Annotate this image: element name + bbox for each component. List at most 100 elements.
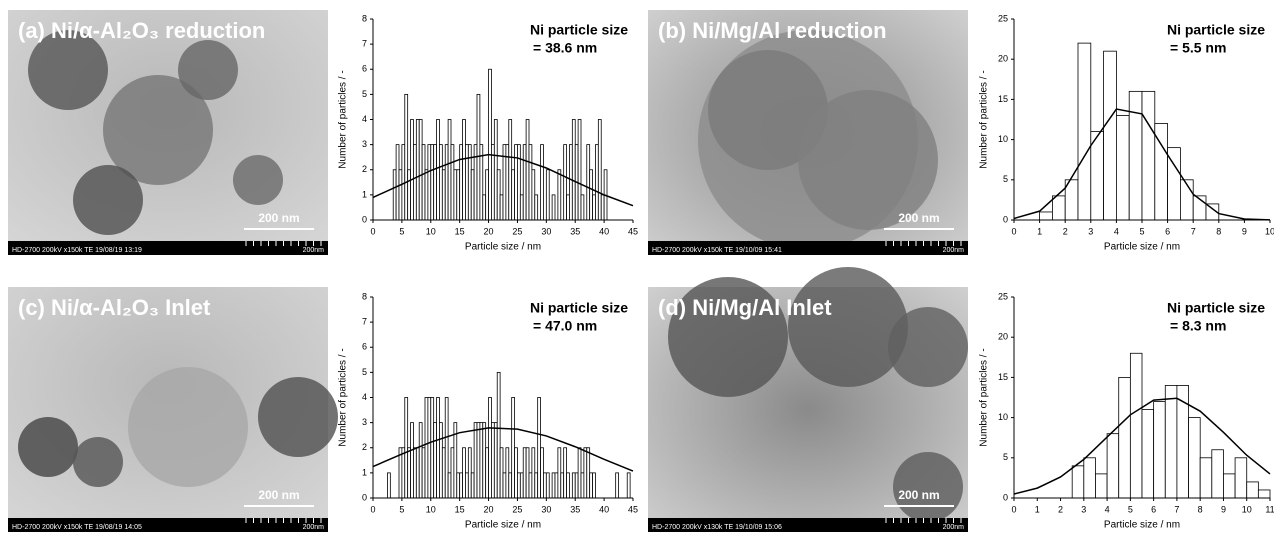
histogram-bar (571, 472, 576, 499)
histogram-bar (462, 119, 466, 221)
histogram-bar (528, 472, 533, 499)
histogram-bar (1211, 449, 1224, 499)
y-tick-label: 0 (362, 492, 367, 502)
x-tick-label: 3 (1088, 226, 1093, 236)
particle-blob (73, 437, 123, 487)
x-tick-label: 25 (512, 226, 522, 236)
y-tick-label: 8 (362, 13, 367, 23)
histogram-bar (1128, 90, 1143, 221)
histogram-bar (540, 447, 544, 499)
info-text: HD-2700 200kV x150k TE 19/08/19 14:05 (12, 524, 142, 531)
histogram-bar (470, 472, 475, 499)
histogram-bar (1164, 385, 1178, 499)
y-tick-label: 20 (998, 332, 1008, 342)
histogram-bar (1257, 489, 1271, 499)
histogram-bar (1246, 481, 1259, 499)
tem-image: (b) Ni/Mg/Al reduction 200 nm HD-2700 200k… (648, 10, 968, 255)
particle-blob (73, 165, 143, 235)
y-axis-label: Number of particles / - (979, 70, 990, 168)
x-tick-label: 0 (1011, 226, 1016, 236)
image-label: (b) Ni/Mg/Al reduction (658, 18, 887, 43)
histogram-bar (430, 144, 435, 221)
histogram-bar (1083, 457, 1096, 499)
histogram-bar (447, 472, 452, 499)
histogram-bar (424, 169, 429, 221)
histogram-bar (1199, 457, 1213, 499)
info-scale: 200nm (303, 247, 325, 254)
histogram-bar (433, 422, 437, 499)
histogram-bar (441, 447, 446, 499)
x-tick-label: 11 (1265, 504, 1274, 514)
particle-blob (888, 307, 968, 387)
histogram-bar (441, 169, 446, 221)
x-tick-label: 30 (541, 504, 551, 514)
histogram-bar (525, 447, 530, 499)
histogram-bar (413, 447, 417, 499)
scale-bar-label: 200 nm (898, 488, 939, 502)
histogram-bar (415, 119, 420, 221)
histogram-bar (404, 93, 409, 221)
histogram-bar (508, 472, 513, 499)
histogram-bar (592, 472, 596, 499)
x-tick-label: 45 (628, 504, 638, 514)
histogram-bar (488, 68, 492, 221)
particle-blob (233, 155, 283, 205)
y-tick-label: 10 (998, 412, 1008, 422)
histogram-bar (560, 472, 565, 499)
x-tick-label: 6 (1165, 226, 1170, 236)
y-tick-label: 8 (362, 291, 367, 301)
histogram-bar (473, 422, 478, 499)
histogram-bar (534, 194, 539, 221)
y-tick-label: 20 (998, 54, 1008, 64)
x-tick-label: 0 (1011, 504, 1016, 514)
histogram-bar (543, 472, 547, 499)
x-axis-label: Particle size / nm (1104, 520, 1180, 531)
histogram-bar (1039, 211, 1053, 221)
histogram-bar (415, 447, 420, 499)
histogram-bar (424, 397, 429, 499)
histogram-bar (531, 169, 536, 221)
x-axis-label: Particle size / nm (465, 520, 541, 531)
histogram-bar (401, 447, 406, 499)
annotation: = 38.6 nm (533, 40, 597, 56)
particle-blob (28, 30, 108, 110)
annotation: Ni particle size (530, 22, 628, 38)
x-tick-label: 2 (1058, 504, 1063, 514)
y-tick-label: 5 (362, 367, 367, 377)
histogram-bar (577, 119, 582, 221)
fit-curve (1013, 108, 1271, 221)
info-bar (8, 241, 328, 255)
x-tick-label: 40 (599, 504, 609, 514)
x-tick-label: 40 (599, 226, 609, 236)
y-tick-label: 3 (362, 139, 367, 149)
histogram-bar (600, 194, 605, 221)
x-tick-label: 4 (1114, 226, 1119, 236)
image-label: (a) Ni/α-Al₂O₃ reduction (18, 18, 265, 43)
y-tick-label: 1 (362, 189, 367, 199)
histogram-bar (537, 397, 541, 499)
histogram-bar (577, 447, 582, 499)
x-tick-label: 1 (1035, 504, 1040, 514)
annotation: Ni particle size (530, 300, 628, 316)
particle-blob (178, 40, 238, 100)
histogram-bar (465, 472, 469, 499)
info-bar (648, 241, 968, 255)
y-tick-label: 0 (1003, 214, 1008, 224)
x-tick-label: 35 (570, 504, 580, 514)
histogram-bar (525, 119, 530, 221)
histogram-bar (589, 472, 593, 499)
info-scale: 200nm (303, 524, 325, 531)
histogram-bar (519, 472, 524, 499)
histogram-bar (522, 144, 527, 221)
annotation: Ni particle size (1167, 300, 1265, 316)
x-tick-label: 5 (399, 504, 404, 514)
y-tick-label: 15 (998, 372, 1008, 382)
histogram-bar (456, 169, 461, 221)
histogram-bar (615, 472, 619, 499)
histogram-bar (1103, 50, 1117, 221)
histogram-bar (563, 144, 567, 221)
histogram-bar (427, 144, 432, 221)
particle-blob (18, 417, 78, 477)
histogram-bar (427, 397, 432, 499)
